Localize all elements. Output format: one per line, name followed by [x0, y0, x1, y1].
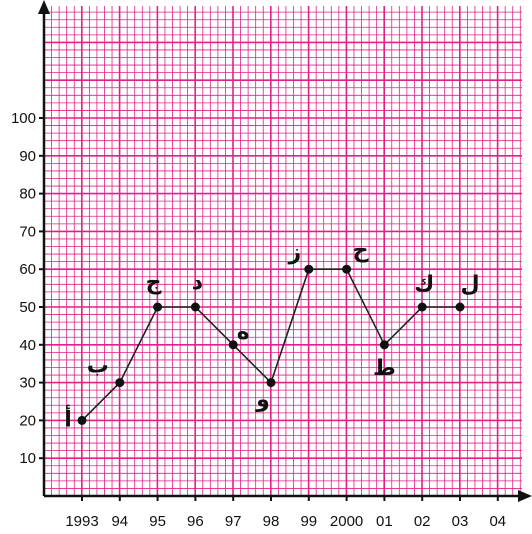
x-tick-label: 95 [149, 513, 166, 530]
x-tick-label: 02 [414, 513, 431, 530]
point-label: ب [87, 354, 109, 379]
point-labels: أب ج د ه و ز ح ط ك ل [64, 238, 479, 432]
data-point [228, 340, 238, 350]
y-tick-label: 70 [19, 223, 36, 240]
grid-lines [43, 6, 522, 497]
y-tick-label: 100 [11, 110, 36, 127]
y-tick-label: 10 [19, 450, 36, 467]
x-tick-label: 98 [263, 513, 280, 530]
point-label: ز [287, 240, 301, 265]
data-series [77, 264, 465, 425]
y-tick-label: 40 [19, 337, 36, 354]
x-tick-label: 04 [489, 513, 506, 530]
data-point [455, 302, 465, 312]
point-label: و [255, 388, 270, 413]
x-tick-label: 01 [376, 513, 393, 530]
x-tick-label: 99 [300, 513, 317, 530]
data-point [417, 302, 427, 312]
y-axis-ticks: 10 20 30 40 50 60 70 80 90 100 [11, 110, 44, 467]
data-point [266, 378, 276, 388]
y-tick-label: 50 [19, 299, 36, 316]
point-label: ح [353, 238, 369, 263]
point-label: د [192, 270, 203, 295]
axes [38, 0, 532, 502]
x-tick-label: 2000 [330, 513, 363, 530]
point-label: ه [237, 320, 250, 345]
data-point [115, 378, 125, 388]
point-label: ك [414, 272, 434, 297]
x-tick-label: 1993 [65, 513, 98, 530]
point-label: ل [460, 272, 479, 297]
y-tick-label: 30 [19, 375, 36, 392]
data-point [342, 264, 352, 274]
point-label: ج [146, 270, 162, 295]
data-point [379, 340, 389, 350]
x-axis-arrow [518, 490, 532, 502]
x-tick-label: 03 [452, 513, 469, 530]
y-tick-label: 90 [19, 148, 36, 165]
y-tick-label: 20 [19, 412, 36, 429]
y-tick-label: 60 [19, 261, 36, 278]
x-tick-label: 94 [111, 513, 128, 530]
data-point [190, 302, 200, 312]
y-axis-arrow [38, 0, 50, 14]
y-tick-label: 80 [19, 186, 36, 203]
data-point [153, 302, 163, 312]
x-tick-label: 96 [187, 513, 204, 530]
point-label: ط [373, 356, 396, 381]
x-axis-ticks: 1993 94 95 96 97 98 99 2000 01 02 03 04 [65, 496, 506, 530]
point-label: أ [64, 403, 72, 432]
x-tick-label: 97 [225, 513, 242, 530]
data-point [77, 415, 87, 425]
data-point [304, 264, 314, 274]
